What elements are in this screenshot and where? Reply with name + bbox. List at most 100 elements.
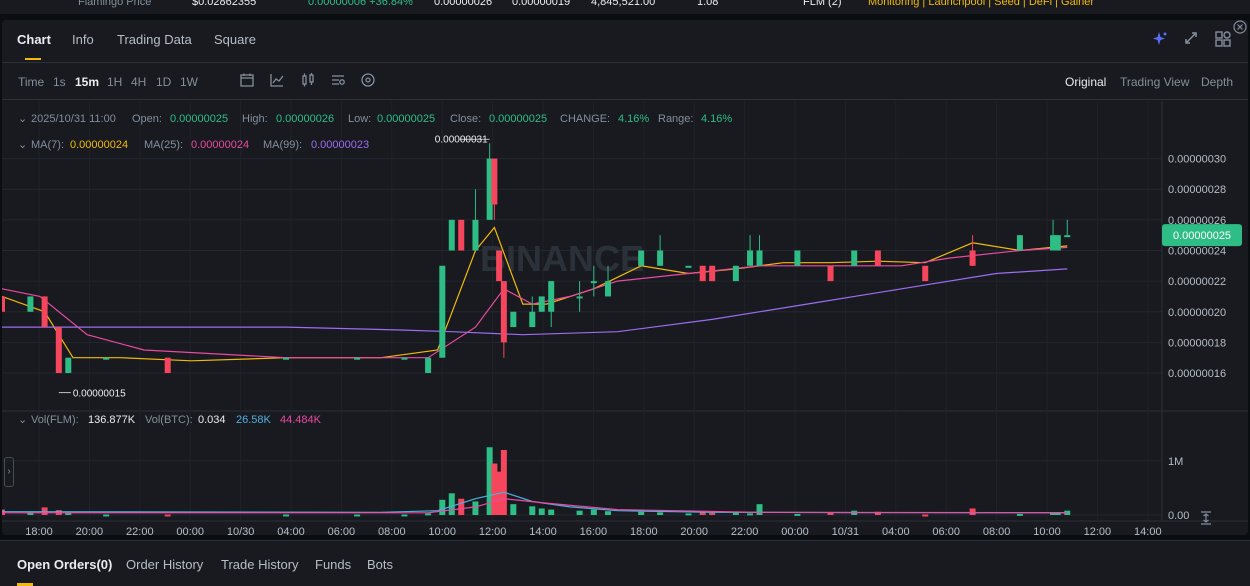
volume-bar: [709, 512, 716, 515]
volume-bar: [500, 449, 507, 515]
volume-bar: [529, 506, 536, 515]
price-markers: 0.00000031 0.00000015 0.00000025: [58, 134, 1242, 400]
tab-open-orders[interactable]: Open Orders(0): [17, 557, 113, 572]
tab-funds[interactable]: Funds: [315, 557, 352, 572]
candle-body: [605, 281, 612, 297]
candlestick-chart[interactable]: BINANCE 0.000000300.000000280.000000260.…: [2, 101, 1248, 535]
interval-4h[interactable]: 4H: [131, 75, 147, 89]
candle-up: [638, 250, 645, 266]
tab-chart[interactable]: Chart: [17, 32, 51, 47]
candle-up: [103, 357, 110, 360]
candle-up: [283, 357, 290, 360]
volume-bar: [747, 513, 754, 516]
interval-time[interactable]: Time: [18, 75, 45, 89]
tab-trade-history[interactable]: Trade History: [221, 557, 299, 572]
side-panel-toggle-icon[interactable]: ›: [4, 457, 14, 487]
view-depth[interactable]: Depth: [1201, 75, 1234, 89]
candle-body: [491, 158, 498, 205]
candle-up: [448, 219, 455, 251]
candle-down: [491, 158, 498, 220]
chart-tabs: Chart Info Trading Data Square: [2, 20, 1248, 60]
vol-ma-line-2: [2, 498, 1068, 514]
time-tick-label: 22:00: [126, 526, 154, 535]
candle-up: [657, 235, 664, 266]
vol-ma2-value: 44.484K: [280, 414, 322, 426]
tab-order-history[interactable]: Order History: [126, 557, 204, 572]
pair-count[interactable]: FLM (2): [803, 0, 842, 8]
vol-btc-label: Vol(BTC):: [145, 414, 193, 426]
candle-body: [657, 250, 664, 266]
vol-chevron-icon: ⌄: [18, 414, 27, 426]
view-trading-view[interactable]: Trading View: [1120, 75, 1190, 89]
high-value: 0.00000026: [276, 113, 334, 125]
candle-up: [1064, 219, 1071, 238]
volume-bars: [2, 447, 1071, 517]
candle-up: [401, 357, 408, 360]
candle-down: [922, 265, 929, 282]
ma-legend: ⌄ MA(7): 0.00000024 MA(25): 0.00000024 M…: [18, 139, 369, 151]
time-tick-label: 08:00: [378, 526, 406, 535]
target-icon[interactable]: [360, 72, 378, 90]
expand-icon[interactable]: [1181, 30, 1201, 50]
indicator-chart-icon[interactable]: [269, 72, 287, 90]
candle-body: [1050, 235, 1057, 251]
candle-body: [709, 265, 716, 282]
volume-bar: [354, 514, 361, 517]
candle-up: [747, 235, 754, 266]
candle-down: [709, 265, 716, 282]
close-icon[interactable]: [1233, 20, 1247, 34]
price-tick-label: 0.00000018: [1168, 337, 1226, 349]
ma7-label: MA(7):: [31, 139, 64, 151]
volume-bar: [538, 508, 545, 515]
interval-1d[interactable]: 1D: [156, 75, 172, 89]
candle-up: [576, 281, 583, 312]
interval-15m[interactable]: 15m: [75, 75, 100, 89]
candle-body: [65, 357, 72, 374]
sparkle-icon[interactable]: [1150, 30, 1170, 50]
candle-body: [283, 357, 290, 360]
time-axis: 18:00 20:00 22:00 00:00 10/30 04:00 06:00 08:00…: [25, 526, 1161, 535]
volume-bar: [827, 512, 834, 515]
candle-up: [439, 265, 446, 358]
layout-icon[interactable]: [1213, 30, 1233, 50]
ma25-value: 0.00000024: [191, 139, 249, 151]
volume-bar: [1054, 512, 1061, 515]
time-tick-label: 12:00: [479, 526, 507, 535]
candle-body: [756, 250, 763, 266]
candle-body: [794, 250, 801, 266]
candle-type-icon[interactable]: [300, 72, 318, 90]
candle-body: [2, 296, 5, 312]
interval-1s[interactable]: 1s: [53, 75, 66, 89]
candle-up: [794, 250, 801, 266]
candle-body: [576, 296, 583, 299]
tags-list[interactable]: Monitoring | Launchpool | Seed | DeFi | …: [868, 0, 1095, 8]
axis-fit-icon[interactable]: [1198, 510, 1214, 526]
candle-up: [1054, 235, 1061, 251]
ma25-label: MA(25):: [144, 139, 183, 151]
price-label: Flamingo Price: [78, 0, 152, 8]
tab-info[interactable]: Info: [72, 32, 94, 47]
candle-up: [65, 357, 72, 374]
ma99-value: 0.00000023: [311, 139, 369, 151]
volume-bar: [164, 514, 171, 517]
tab-bots[interactable]: Bots: [367, 557, 394, 572]
view-original[interactable]: Original: [1065, 75, 1107, 89]
interval-1h[interactable]: 1H: [107, 75, 123, 89]
tab-trading-data[interactable]: Trading Data: [117, 32, 192, 47]
volume-bar: [65, 512, 72, 515]
calendar-icon[interactable]: [239, 72, 257, 90]
volume-bar: [510, 504, 517, 515]
high-label: High:: [242, 113, 268, 125]
volume-bar: [638, 511, 645, 515]
price-tick-label: 0.00000020: [1168, 307, 1226, 319]
tab-square[interactable]: Square: [214, 32, 256, 47]
interval-1w[interactable]: 1W: [180, 75, 198, 89]
ohlc-legend: ⌄ 2025/10/31 11:00 Open: 0.00000025 High…: [18, 113, 732, 125]
candle-body: [747, 250, 754, 266]
candles: [2, 143, 1071, 374]
time-tick-label: 00:00: [176, 526, 204, 535]
market-stats-strip: Flamingo Price $0.02862355 0.00000006 +3…: [0, 0, 1250, 14]
volume-bar: [548, 509, 555, 515]
candle-body: [354, 357, 361, 360]
settings-list-icon[interactable]: [330, 72, 348, 90]
